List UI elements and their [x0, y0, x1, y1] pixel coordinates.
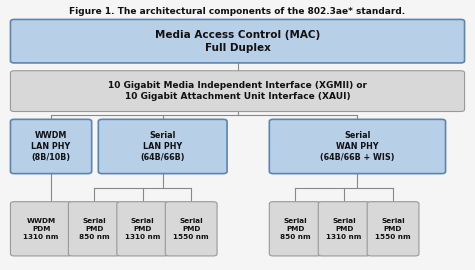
FancyBboxPatch shape	[10, 71, 465, 112]
Text: Serial
WAN PHY
(64B/66B + WIS): Serial WAN PHY (64B/66B + WIS)	[320, 130, 395, 163]
FancyBboxPatch shape	[165, 202, 217, 256]
Text: Serial
PMD
1310 nm: Serial PMD 1310 nm	[125, 218, 161, 239]
Text: 10 Gigabit Media Independent Interface (XGMII) or
10 Gigabit Attachment Unit Int: 10 Gigabit Media Independent Interface (…	[108, 81, 367, 101]
Text: WWDM
PDM
1310 nm: WWDM PDM 1310 nm	[23, 218, 59, 239]
Text: Serial
PMD
850 nm: Serial PMD 850 nm	[79, 218, 110, 239]
Text: Serial
LAN PHY
(64B/66B): Serial LAN PHY (64B/66B)	[141, 130, 185, 163]
Text: Serial
PMD
850 nm: Serial PMD 850 nm	[280, 218, 311, 239]
FancyBboxPatch shape	[269, 202, 321, 256]
FancyBboxPatch shape	[367, 202, 419, 256]
FancyBboxPatch shape	[68, 202, 120, 256]
Text: Serial
PMD
1550 nm: Serial PMD 1550 nm	[375, 218, 411, 239]
FancyBboxPatch shape	[269, 119, 446, 174]
Text: Serial
PMD
1550 nm: Serial PMD 1550 nm	[173, 218, 209, 239]
FancyBboxPatch shape	[10, 202, 72, 256]
Text: Serial
PMD
1310 nm: Serial PMD 1310 nm	[326, 218, 362, 239]
Text: WWDM
LAN PHY
(8B/10B): WWDM LAN PHY (8B/10B)	[31, 130, 71, 163]
FancyBboxPatch shape	[318, 202, 370, 256]
FancyBboxPatch shape	[117, 202, 169, 256]
FancyBboxPatch shape	[10, 119, 92, 174]
Text: Media Access Control (MAC)
Full Duplex: Media Access Control (MAC) Full Duplex	[155, 30, 320, 53]
FancyBboxPatch shape	[98, 119, 227, 174]
FancyBboxPatch shape	[10, 19, 465, 63]
Text: Figure 1. The architectural components of the 802.3ae* standard.: Figure 1. The architectural components o…	[69, 7, 406, 16]
